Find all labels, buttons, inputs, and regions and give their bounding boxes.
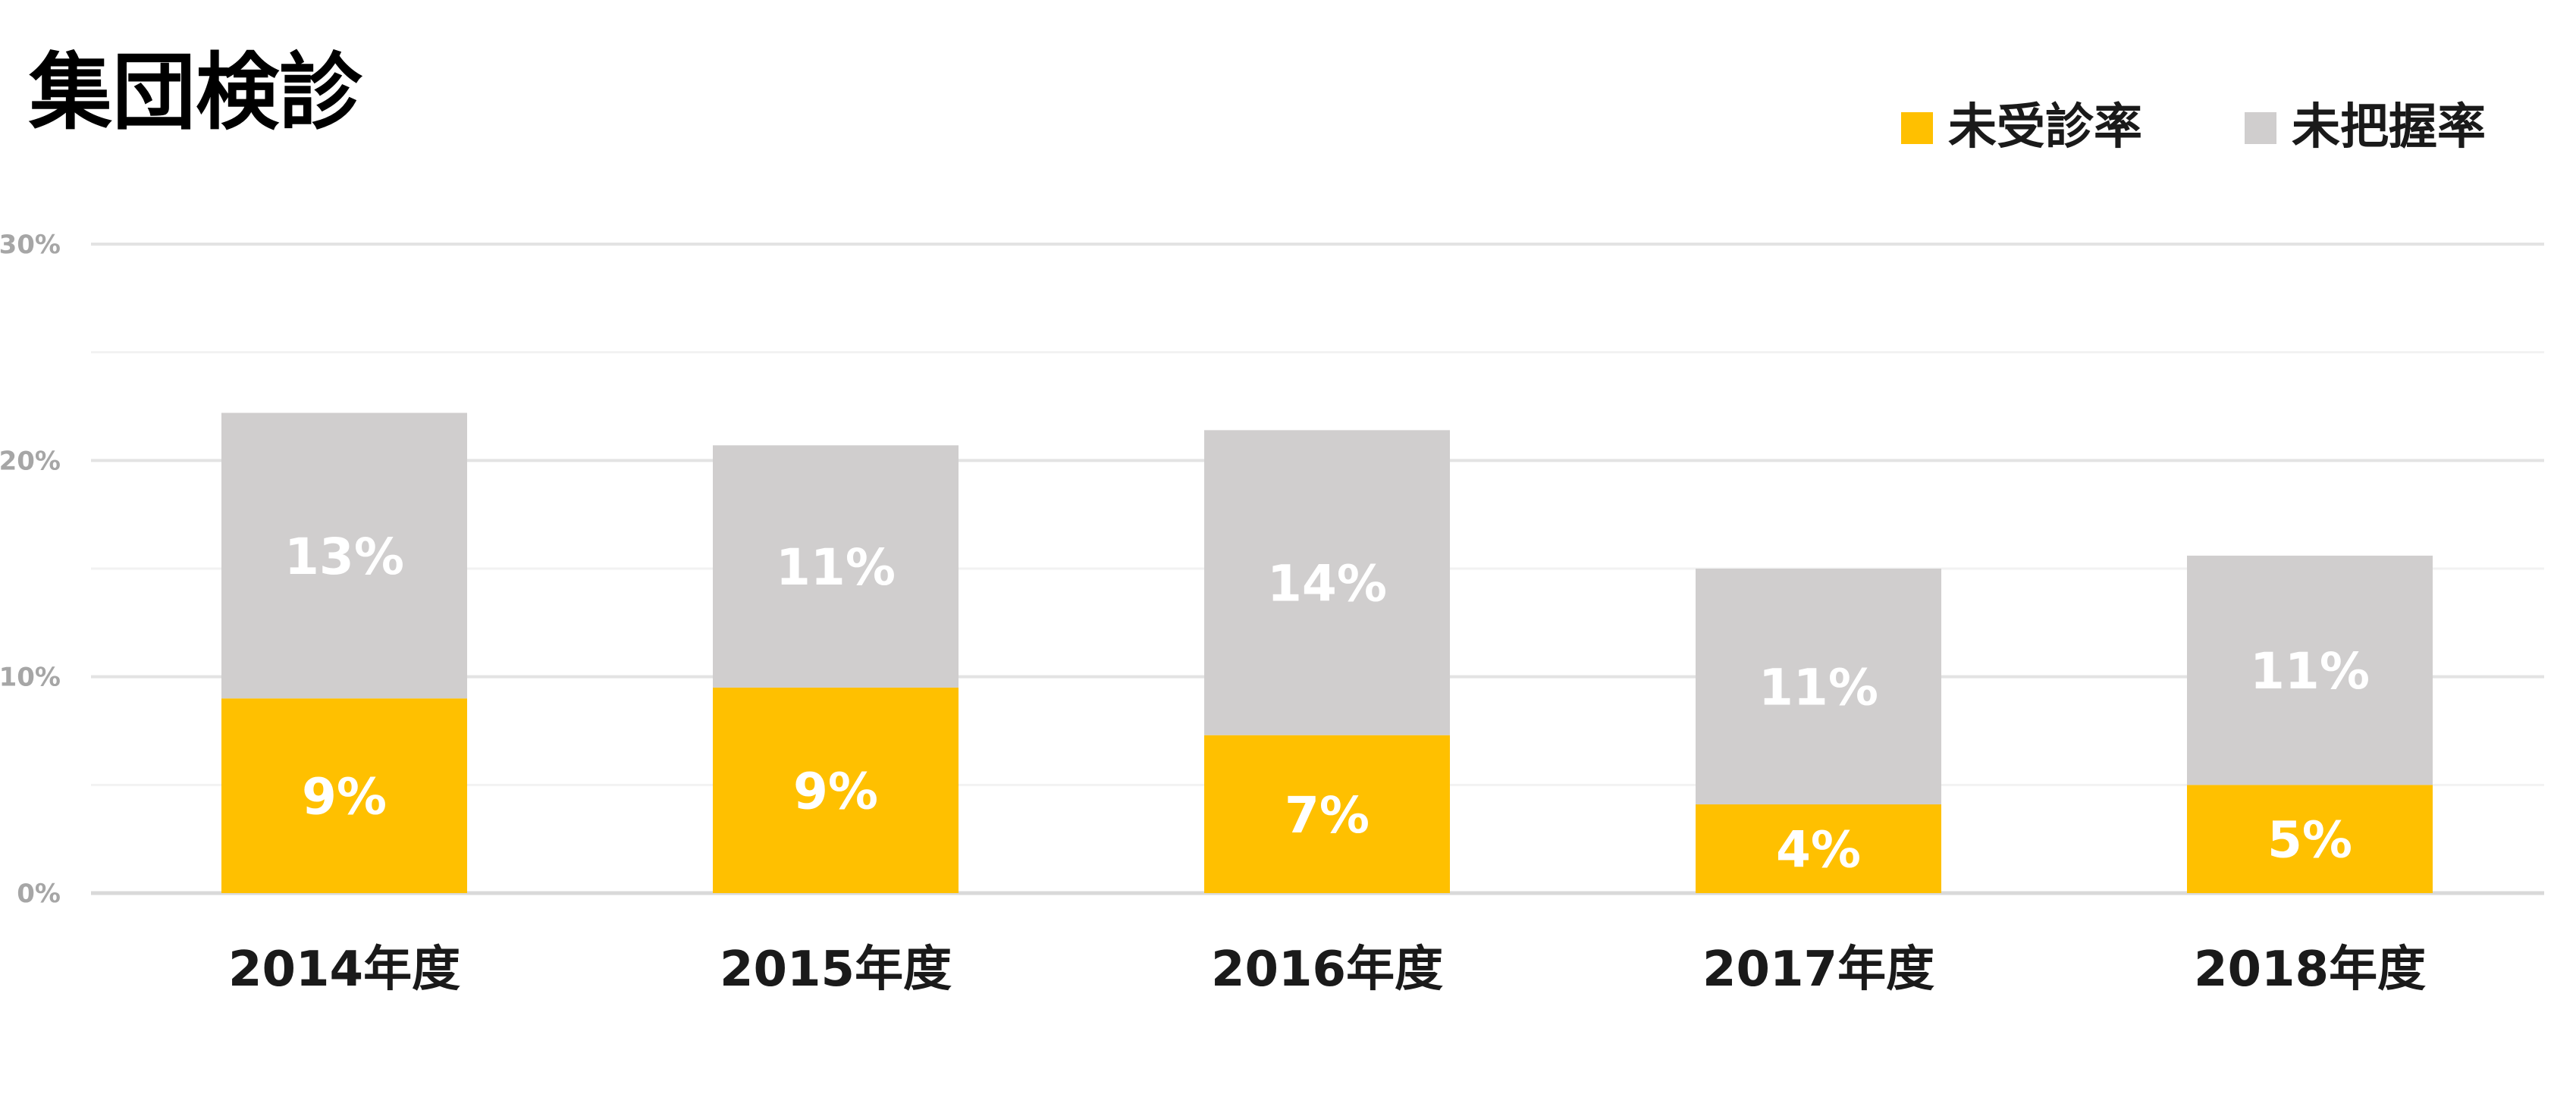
y-tick-label: 20% — [0, 446, 61, 476]
bar-segment — [1696, 569, 1941, 805]
bar-segment — [221, 412, 467, 699]
bar-segment — [2187, 785, 2433, 893]
chart-title: 集団検診 — [28, 44, 363, 141]
x-tick-label: 2017年度 — [1702, 942, 1934, 998]
legend: 未受診率 未把握率 — [1901, 99, 2486, 155]
x-axis-ticks: 2014年度 2015年度 2016年度 2017年度 2018年度 — [228, 942, 2426, 998]
legend-swatch — [2245, 112, 2276, 144]
x-tick-label: 2016年度 — [1211, 942, 1443, 998]
data-label: 11% — [1759, 659, 1878, 717]
bar-segment — [713, 445, 959, 688]
data-label: 4% — [1776, 821, 1861, 879]
data-label: 7% — [1285, 786, 1370, 845]
bar-segment — [1696, 804, 1941, 893]
data-label: 13% — [284, 528, 404, 586]
bar-segment — [1204, 430, 1450, 735]
data-label: 5% — [2267, 811, 2352, 870]
legend-label: 未把握率 — [2292, 99, 2486, 155]
bar-segment — [713, 687, 959, 893]
y-axis-ticks: 0% 10% 20% 30% — [0, 230, 61, 909]
data-label: 9% — [302, 768, 387, 826]
data-label: 11% — [776, 538, 896, 597]
bar-segment — [1204, 735, 1450, 893]
legend-swatch — [1901, 112, 1933, 144]
x-tick-label: 2014年度 — [228, 942, 460, 998]
bar-segment — [2187, 555, 2433, 785]
legend-label: 未受診率 — [1948, 99, 2142, 155]
y-tick-label: 0% — [17, 879, 61, 909]
x-tick-label: 2018年度 — [2194, 942, 2426, 998]
data-label: 11% — [2250, 642, 2370, 701]
x-tick-label: 2015年度 — [720, 942, 952, 998]
data-label: 14% — [1267, 555, 1387, 613]
y-tick-label: 10% — [0, 663, 61, 693]
y-tick-label: 30% — [0, 230, 61, 260]
data-label: 9% — [793, 762, 878, 820]
bar-segment — [221, 698, 467, 893]
bars: 9% 13% 9% 11% 7% 14% 4% 11% 5% 11% — [221, 412, 2433, 893]
